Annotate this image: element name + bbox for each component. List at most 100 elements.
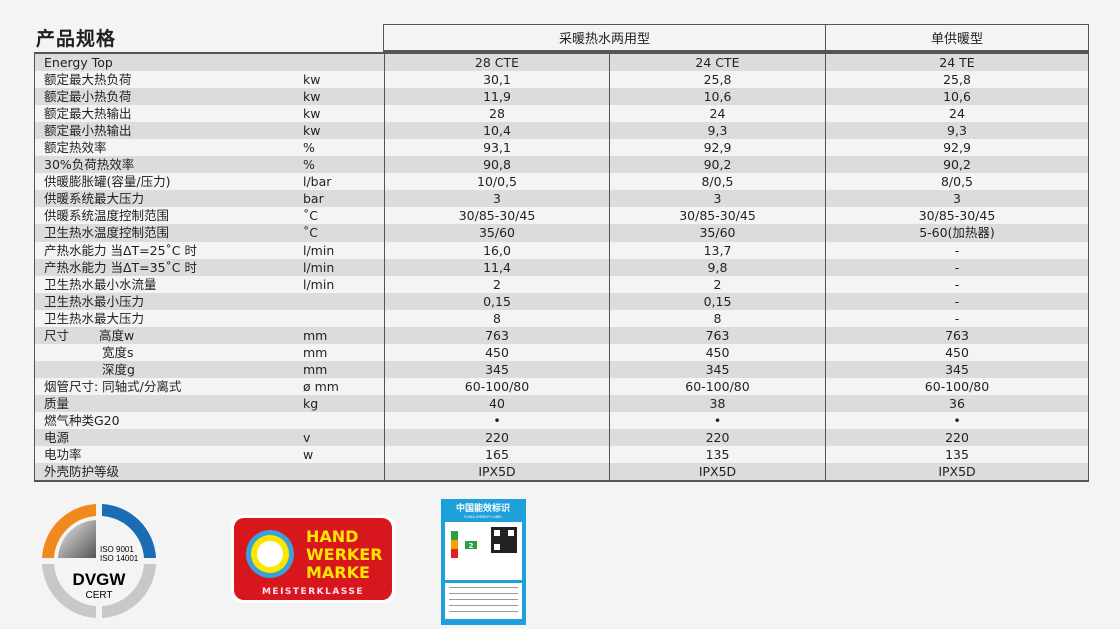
table-row: 30%负荷热效率 % 90,8 90,2 90,2 — [35, 156, 1088, 174]
value-24te: 8/0,5 — [825, 173, 1088, 191]
row-unit: kw — [303, 72, 321, 88]
value-28cte: 3 — [384, 190, 609, 208]
row-unit: ˚C — [303, 208, 318, 224]
row-label-text: 供暖系统温度控制范围 — [44, 208, 170, 224]
row-unit: kw — [303, 123, 321, 139]
row-unit: mm — [303, 344, 328, 360]
value-24cte: 9,8 — [609, 258, 825, 276]
value-24cte: 13,7 — [609, 241, 825, 259]
value-24te: IPX5D — [825, 463, 1088, 481]
value-24cte: 35/60 — [609, 224, 825, 242]
row-label-text: 额定最小热输出 — [44, 123, 132, 139]
row-label-text: 产热水能力 当ΔT=25˚C 时 — [44, 242, 197, 258]
row-label-text: 额定最大热负荷 — [44, 72, 132, 88]
value-24te: - — [825, 275, 1088, 293]
value-24te: 10,6 — [825, 88, 1088, 106]
table-row: 供暖膨胀罐(容量/压力) l/bar 10/0,5 8/0,5 8/0,5 — [35, 173, 1088, 191]
row-label: 尺寸 高度w — [35, 327, 303, 344]
value-24te: 3 — [825, 190, 1088, 208]
value-28cte: 220 — [384, 429, 609, 447]
value-24cte: • — [609, 411, 825, 430]
value-24cte: 220 — [609, 429, 825, 447]
row-label-text: Energy Top — [44, 55, 113, 70]
value-24te: • — [825, 411, 1088, 430]
value-28cte: 11,9 — [384, 88, 609, 106]
table-row: 电功率 w 165 135 135 — [35, 446, 1088, 464]
handwerker-marke-logo: HAND WERKER MARKE MEISTERKLASSE — [231, 515, 395, 603]
row-label-text: 卫生热水最小压力 — [44, 293, 145, 309]
dvgw-cert-logo: ISO 9001 ISO 14001 DVGW CERT — [42, 504, 156, 618]
value-24cte: 8 — [609, 309, 825, 327]
value-28cte: • — [384, 411, 609, 430]
value-24te: 60-100/80 — [825, 377, 1088, 395]
value-24te: 92,9 — [825, 139, 1088, 157]
value-28cte: IPX5D — [384, 463, 609, 481]
value-24cte: 2 — [609, 275, 825, 293]
value-28cte: 28 CTE — [384, 54, 609, 72]
row-label-text: 30%负荷热效率 — [44, 157, 135, 173]
row-unit — [303, 412, 384, 429]
row-label-text: 卫生热水最大压力 — [44, 310, 145, 326]
value-24cte: 38 — [609, 394, 825, 412]
row-unit: mm — [303, 361, 328, 377]
value-24te: - — [825, 241, 1088, 259]
row-label: 产热水能力 当ΔT=25˚C 时 — [35, 242, 303, 259]
row-sublabel: 深度g — [102, 361, 135, 377]
row-label-text: 供暖膨胀罐(容量/压力) — [44, 174, 171, 190]
value-24te: - — [825, 258, 1088, 276]
row-label: 电源 — [35, 429, 303, 446]
value-28cte: 11,4 — [384, 258, 609, 276]
value-24cte: 0,15 — [609, 292, 825, 310]
page-title: 产品规格 — [36, 28, 117, 50]
row-label: 供暖膨胀罐(容量/压力) — [35, 173, 303, 190]
value-24cte: 763 — [609, 326, 825, 344]
row-unit: % — [303, 157, 315, 173]
value-24te: 25,8 — [825, 71, 1088, 89]
row-label: 额定最大热输出 — [35, 105, 303, 122]
table-row: 外壳防护等级 IPX5D IPX5D IPX5D — [35, 463, 1088, 481]
row-label-text: 外壳防护等级 — [44, 464, 120, 480]
dvgw-text: DVGW — [73, 570, 127, 589]
table-row: 额定最大热输出 kw 28 24 24 — [35, 105, 1088, 123]
row-unit — [303, 54, 384, 71]
table-row: 额定热效率 % 93,1 92,9 92,9 — [35, 139, 1088, 157]
value-24cte: 3 — [609, 190, 825, 208]
value-28cte: 40 — [384, 394, 609, 412]
table-group-header: 采暖热水两用型 单供暖型 — [383, 24, 1089, 52]
werker-text: WERKER — [306, 545, 383, 564]
value-24cte: 345 — [609, 360, 825, 378]
row-label: Energy Top — [35, 54, 303, 71]
value-28cte: 60-100/80 — [384, 377, 609, 395]
value-28cte: 2 — [384, 275, 609, 293]
row-label-text: 卫生热水温度控制范围 — [44, 225, 170, 241]
table-row: 电源 v 220 220 220 — [35, 429, 1088, 447]
value-24te: 36 — [825, 394, 1088, 412]
value-24te: 220 — [825, 429, 1088, 447]
value-28cte: 30,1 — [384, 71, 609, 89]
table-row: 额定最小热输出 kw 10,4 9,3 9,3 — [35, 122, 1088, 140]
row-label: 卫生热水最小压力 — [35, 293, 303, 310]
value-24te: 24 — [825, 105, 1088, 123]
table-row: 质量 kg 40 38 36 — [35, 394, 1088, 412]
row-label: 燃气种类G20 — [35, 412, 303, 429]
value-24cte: 30/85-30/45 — [609, 207, 825, 225]
row-label: 30%负荷热效率 — [35, 156, 303, 173]
row-label: 卫生热水最小水流量 — [35, 276, 303, 293]
row-unit: l/min — [303, 259, 335, 275]
row-unit: v — [303, 430, 311, 446]
hand-text: HAND — [306, 527, 358, 546]
cert-text: CERT — [85, 590, 112, 601]
value-28cte: 93,1 — [384, 139, 609, 157]
value-24te: 30/85-30/45 — [825, 207, 1088, 225]
value-28cte: 345 — [384, 360, 609, 378]
row-label-text: 烟管尺寸: 同轴式/分离式 — [44, 378, 182, 394]
value-24te: 345 — [825, 360, 1088, 378]
value-24te: 5-60(加热器) — [825, 224, 1088, 242]
table-row: 额定最小热负荷 kw 11,9 10,6 10,6 — [35, 88, 1088, 106]
value-24cte: 24 — [609, 105, 825, 123]
value-24te: 24 TE — [825, 54, 1088, 72]
row-sublabel: 高度w — [99, 327, 135, 343]
energy-label-subtitle: CHINA ENERGY LABEL — [464, 515, 503, 519]
value-24cte: 10,6 — [609, 88, 825, 106]
table-row: 燃气种类G20 • • • — [35, 411, 1088, 430]
